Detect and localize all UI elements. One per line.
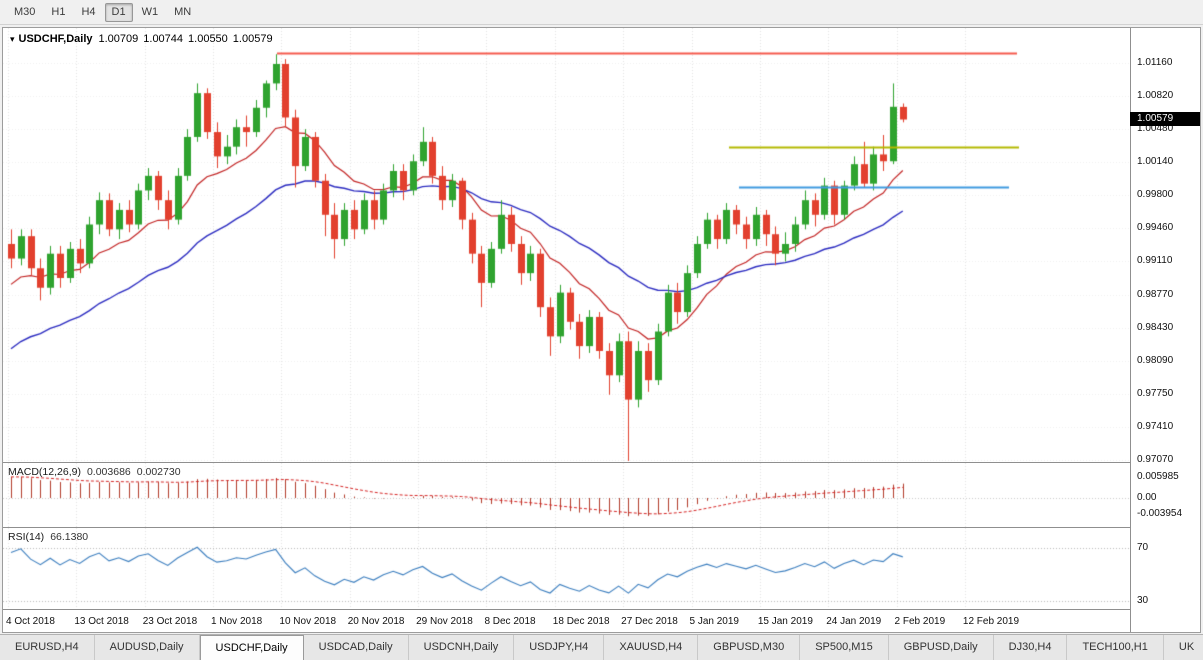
- price-axis-label: 0.97070: [1137, 453, 1174, 465]
- chart-window: ▾ USDCHF,Daily 1.00709 1.00744 1.00550 1.0057…: [2, 27, 1201, 633]
- chart-tab-bar: EURUSD,H4 AUDUSD,Daily USDCHF,Daily USDCAD,…: [0, 634, 1203, 660]
- chart-tab-gbpusd-daily[interactable]: GBPUSD,Daily: [888, 635, 994, 660]
- timeframe-button-h1[interactable]: H1: [51, 5, 66, 18]
- macd-indicator-label: MACD(12,26,9) 0.003686 0.002730: [8, 466, 181, 478]
- price-axis-label: 0.99460: [1137, 222, 1174, 234]
- chart-tab-xauusd-h4[interactable]: XAUUSD,H4: [604, 635, 699, 660]
- macd-signal-value: 0.002730: [136, 466, 181, 478]
- price-axis-label: 0.99800: [1137, 189, 1174, 201]
- date-axis-label: 1 Nov 2018: [211, 616, 263, 627]
- ohlc-close: 1.00579: [232, 33, 273, 45]
- date-axis-label: 12 Feb 2019: [962, 616, 1020, 627]
- rsi-value: 66.1380: [50, 531, 89, 543]
- date-axis-label: 8 Dec 2018: [484, 616, 536, 627]
- price-axis-label: 0.99110: [1137, 255, 1173, 267]
- panel-separator[interactable]: [3, 527, 1130, 528]
- chart-menu-icon[interactable]: ▾: [10, 34, 15, 44]
- price-axis-label: 0.98430: [1137, 321, 1174, 333]
- chart-tab-sp500-m15[interactable]: SP500,M15: [800, 635, 889, 660]
- macd-axis-label: 0.005985: [1137, 471, 1179, 482]
- timeframe-button-h4[interactable]: H4: [81, 5, 96, 18]
- rsi-axis-label: 30: [1137, 595, 1149, 606]
- chart-tab-usdcnh-daily[interactable]: USDCNH,Daily: [408, 635, 515, 660]
- price-axis-label: 1.00820: [1137, 90, 1174, 102]
- chart-tab-uk[interactable]: UK: [1163, 635, 1203, 660]
- date-axis-label: 4 Oct 2018: [6, 616, 55, 627]
- date-axis-label: 13 Oct 2018: [74, 616, 129, 627]
- price-axis[interactable]: 1.01160 1.00820 1.00480 1.00140 0.99800 0.994…: [1130, 28, 1200, 632]
- timeframe-button-d1[interactable]: D1: [104, 2, 133, 22]
- chart-title: ▾ USDCHF,Daily 1.00709 1.00744 1.00550 1.0057…: [10, 33, 278, 45]
- price-axis-label: 0.97410: [1137, 420, 1174, 432]
- date-axis-label: 23 Oct 2018: [142, 616, 198, 627]
- time-axis[interactable]: 4 Oct 2018 13 Oct 2018 23 Oct 2018 1 Nov 20…: [3, 610, 1130, 632]
- current-price-tag: 1.00579: [1130, 112, 1200, 126]
- chart-tab-audusd-daily[interactable]: AUDUSD,Daily: [94, 635, 200, 660]
- macd-panel-canvas[interactable]: [3, 463, 1130, 527]
- ohlc-open: 1.00709: [98, 33, 139, 45]
- rsi-axis-label: 70: [1137, 542, 1149, 553]
- price-axis-label: 0.97750: [1137, 387, 1174, 399]
- panel-separator: [3, 609, 1130, 610]
- chart-tab-dj30-h4[interactable]: DJ30,H4: [993, 635, 1068, 660]
- price-axis-label: 1.00480: [1137, 123, 1174, 135]
- date-axis-label: 18 Dec 2018: [552, 616, 610, 627]
- price-axis-label: 0.98770: [1137, 288, 1174, 300]
- chart-tab-eurusd-h4[interactable]: EURUSD,H4: [0, 635, 95, 660]
- price-axis-label: 1.01160: [1137, 57, 1173, 68]
- timeframe-button-mn[interactable]: MN: [174, 5, 192, 18]
- chart-tab-usdjpy-h4[interactable]: USDJPY,H4: [514, 635, 605, 660]
- date-axis-label: 2 Feb 2019: [894, 616, 946, 627]
- rsi-indicator-label: RSI(14) 66.1380: [8, 531, 89, 543]
- date-axis-label: 29 Nov 2018: [416, 616, 473, 627]
- timeframe-button-m30[interactable]: M30: [14, 5, 36, 18]
- ohlc-high: 1.00744: [143, 33, 184, 45]
- chart-tab-gbpusd-m30[interactable]: GBPUSD,M30: [698, 635, 801, 660]
- chart-symbol-label: USDCHF,Daily: [18, 33, 93, 45]
- macd-axis-label: 0.00: [1137, 492, 1157, 503]
- date-axis-label: 27 Dec 2018: [621, 616, 678, 627]
- chart-tab-usdchf-daily[interactable]: USDCHF,Daily: [199, 635, 304, 660]
- date-axis-label: 24 Jan 2019: [826, 616, 882, 627]
- timeframe-button-w1[interactable]: W1: [141, 5, 159, 18]
- ohlc-low: 1.00550: [188, 33, 228, 45]
- price-axis-label: 0.98090: [1137, 354, 1174, 366]
- date-axis-label: 5 Jan 2019: [689, 616, 740, 627]
- date-axis-label: 15 Jan 2019: [757, 616, 813, 627]
- price-axis-label: 1.00140: [1137, 156, 1174, 168]
- rsi-panel-canvas[interactable]: [3, 528, 1130, 609]
- date-axis-label: 20 Nov 2018: [347, 616, 405, 627]
- timeframe-toolbar: M30 H1 H4 D1 W1 MN: [0, 0, 1203, 25]
- macd-main-value: 0.003686: [86, 466, 131, 478]
- chart-tab-tech100-h1[interactable]: TECH100,H1: [1067, 635, 1164, 660]
- chart-tab-usdcad-daily[interactable]: USDCAD,Daily: [303, 635, 409, 660]
- price-chart-canvas[interactable]: [3, 28, 1130, 462]
- panel-separator[interactable]: [3, 462, 1130, 463]
- date-axis-label: 10 Nov 2018: [279, 616, 337, 627]
- macd-axis-label: -0.003954: [1137, 508, 1183, 519]
